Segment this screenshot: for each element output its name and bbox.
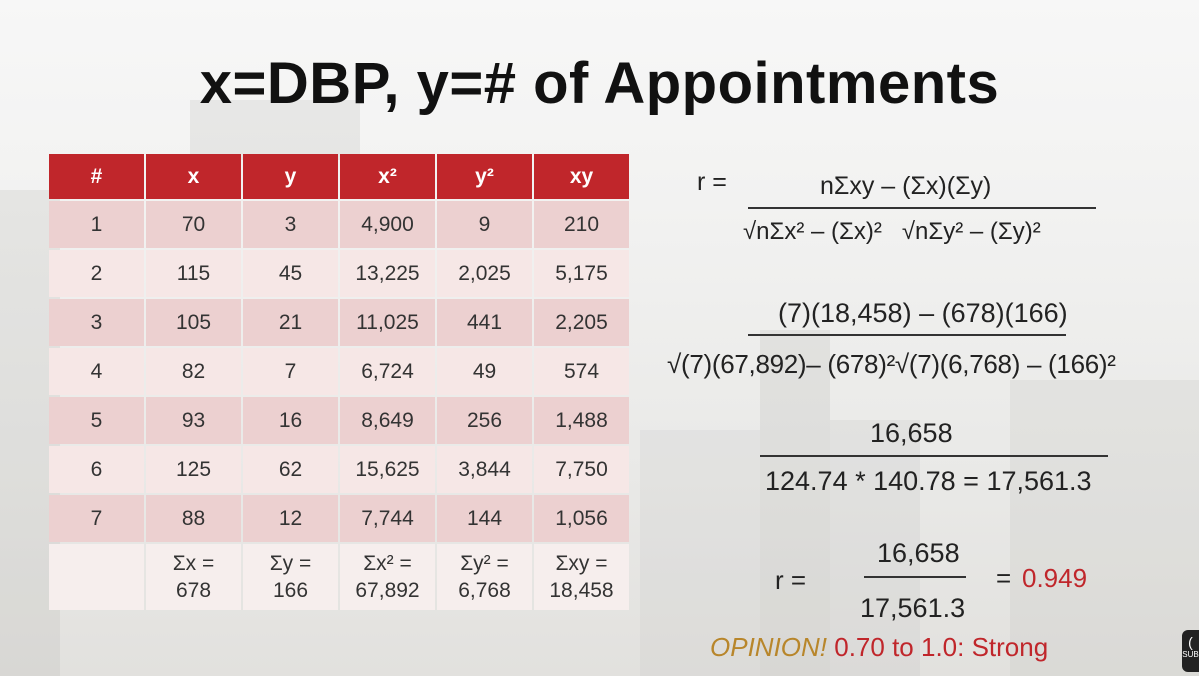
sum-label: Σx = xyxy=(172,552,215,575)
opinion-text: 0.70 to 1.0: Strong xyxy=(834,632,1049,662)
table-cell: 144 xyxy=(437,495,532,542)
table-cell: 16 xyxy=(243,397,338,444)
table-cell: 21 xyxy=(243,299,338,346)
general-denominator: √nΣx² – (Σx)² √nΣy² – (Σy)² xyxy=(743,218,1041,245)
table-cell: 11,025 xyxy=(340,299,435,346)
fraction-bar xyxy=(760,455,1108,457)
table-header-row: # x y x² y² xy xyxy=(49,154,629,199)
table-cell: 6 xyxy=(49,446,144,493)
calculated-numerator: 16,658 xyxy=(870,418,953,448)
header-cell: xy xyxy=(534,154,629,199)
sum-cell: Σy = 166 xyxy=(243,544,338,610)
table-cell: 105 xyxy=(146,299,241,346)
table-cell: 210 xyxy=(534,201,629,248)
table-cell: 574 xyxy=(534,348,629,395)
table-cell: 1,056 xyxy=(534,495,629,542)
sum-label: Σy² = xyxy=(460,552,509,575)
table-row: 1 70 3 4,900 9 210 xyxy=(49,201,629,248)
table-cell: 49 xyxy=(437,348,532,395)
table-cell: 3 xyxy=(243,201,338,248)
general-numerator: nΣxy – (Σx)(Σy) xyxy=(820,172,992,200)
sum-label: Σy = xyxy=(269,552,312,575)
sum-cell: Σx = 678 xyxy=(146,544,241,610)
substituted-denominator: √(7)(67,892)– (678)²√(7)(6,768) – (166)² xyxy=(667,349,1116,379)
table-cell: 70 xyxy=(146,201,241,248)
table-cell: 45 xyxy=(243,250,338,297)
table-cell: 6,724 xyxy=(340,348,435,395)
table-cell: 2 xyxy=(49,250,144,297)
r-label: r = xyxy=(697,168,727,196)
table-cell: 12 xyxy=(243,495,338,542)
sum-value: 18,458 xyxy=(549,579,614,602)
table-cell: 13,225 xyxy=(340,250,435,297)
table-cell: 4 xyxy=(49,348,144,395)
table-cell: 3 xyxy=(49,299,144,346)
table-row: 5 93 16 8,649 256 1,488 xyxy=(49,397,629,444)
table-cell: 7,744 xyxy=(340,495,435,542)
table-cell: 4,900 xyxy=(340,201,435,248)
table-cell: 7 xyxy=(243,348,338,395)
header-cell: y² xyxy=(437,154,532,199)
table-cell: 1,488 xyxy=(534,397,629,444)
table-row: 7 88 12 7,744 144 1,056 xyxy=(49,495,629,542)
fraction-bar xyxy=(864,576,966,578)
table-cell: 3,844 xyxy=(437,446,532,493)
header-cell: x xyxy=(146,154,241,199)
table-cell: 2,205 xyxy=(534,299,629,346)
table-row: 3 105 21 11,025 441 2,205 xyxy=(49,299,629,346)
substituted-numerator: (7)(18,458) – (678)(166) xyxy=(778,298,1068,328)
sum-value: 67,892 xyxy=(355,579,420,602)
correlation-value: 0.949 xyxy=(1022,563,1088,593)
opinion-note: OPINION! 0.70 to 1.0: Strong xyxy=(710,632,1048,663)
subtitles-button[interactable]: ( SUB xyxy=(1182,630,1199,672)
opinion-label: OPINION! xyxy=(710,632,828,662)
sum-label: Σxy = xyxy=(555,552,608,575)
sum-cell xyxy=(49,544,144,610)
table-row: 6 125 62 15,625 3,844 7,750 xyxy=(49,446,629,493)
final-numerator: 16,658 xyxy=(877,538,960,568)
caption-icon: ( xyxy=(1188,634,1193,650)
final-r-label: r = xyxy=(775,565,807,595)
table-cell: 8,649 xyxy=(340,397,435,444)
sum-value: 6,768 xyxy=(458,579,511,602)
final-equals: = xyxy=(996,563,1012,593)
header-cell: x² xyxy=(340,154,435,199)
sum-row: Σx = 678 Σy = 166 Σx² = 67,892 Σy² = 6,768 Σxy =… xyxy=(49,544,629,610)
table-cell: 15,625 xyxy=(340,446,435,493)
table-cell: 93 xyxy=(146,397,241,444)
table-cell: 88 xyxy=(146,495,241,542)
calculated-denominator: 124.74 * 140.78 = 17,561.3 xyxy=(765,466,1092,496)
table-cell: 7,750 xyxy=(534,446,629,493)
fraction-bar xyxy=(748,334,1066,336)
table-cell: 62 xyxy=(243,446,338,493)
sum-cell: Σx² = 67,892 xyxy=(340,544,435,610)
table-cell: 7 xyxy=(49,495,144,542)
sum-cell: Σxy = 18,458 xyxy=(534,544,629,610)
table-cell: 5,175 xyxy=(534,250,629,297)
table-cell: 125 xyxy=(146,446,241,493)
table-cell: 5 xyxy=(49,397,144,444)
table-row: 2 115 45 13,225 2,025 5,175 xyxy=(49,250,629,297)
header-cell: y xyxy=(243,154,338,199)
sum-value: 166 xyxy=(272,579,309,602)
header-cell: # xyxy=(49,154,144,199)
table-cell: 256 xyxy=(437,397,532,444)
table-cell: 115 xyxy=(146,250,241,297)
table-cell: 9 xyxy=(437,201,532,248)
sum-label: Σx² = xyxy=(363,552,412,575)
sum-cell: Σy² = 6,768 xyxy=(437,544,532,610)
caption-badge-label: SUB xyxy=(1182,650,1199,659)
table-cell: 441 xyxy=(437,299,532,346)
table-cell: 2,025 xyxy=(437,250,532,297)
data-table: # x y x² y² xy 1 70 3 4,900 9 210 2 115 45 13,225… xyxy=(47,152,631,612)
table-cell: 1 xyxy=(49,201,144,248)
sum-value: 678 xyxy=(175,579,212,602)
table-row: 4 82 7 6,724 49 574 xyxy=(49,348,629,395)
table-cell: 82 xyxy=(146,348,241,395)
fraction-bar xyxy=(748,207,1096,209)
final-denominator: 17,561.3 xyxy=(860,593,966,623)
slide-title: x=DBP, y=# of Appointments xyxy=(199,51,1000,116)
